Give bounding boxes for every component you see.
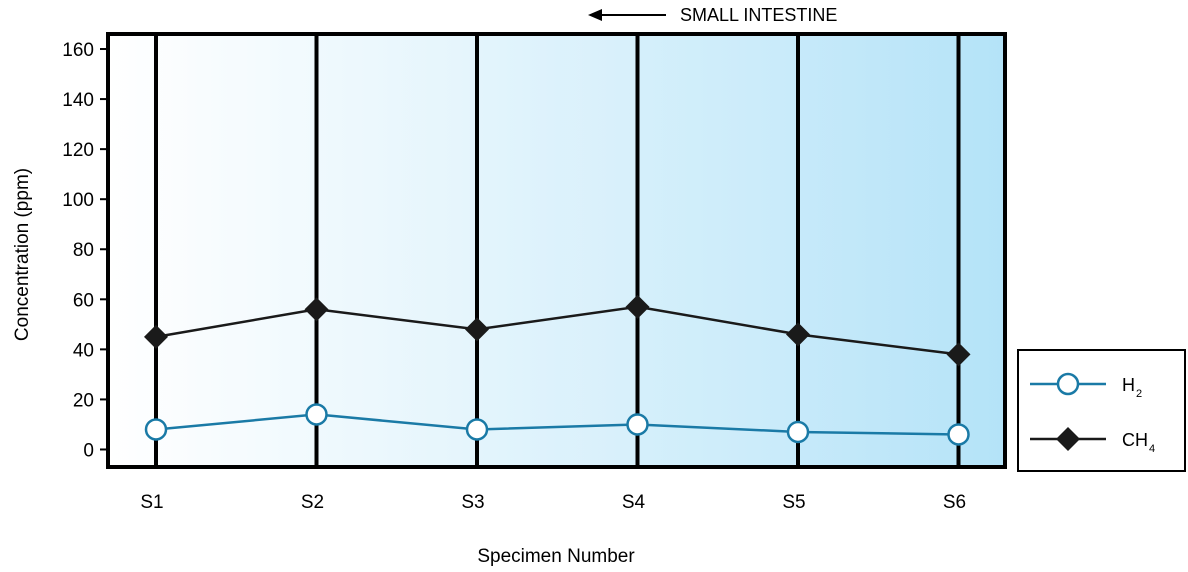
series-layer: [144, 294, 971, 446]
shading-band: [316, 34, 477, 467]
x-tick-label: S6: [943, 492, 966, 513]
data-point: [786, 322, 810, 347]
x-axis-ticks: S1 S2 S3 S4 S5 S6: [140, 492, 966, 513]
y-tick-label: 40: [73, 340, 94, 361]
x-tick-label: S4: [622, 492, 646, 513]
plot-background: [108, 34, 1005, 467]
data-point: [946, 342, 971, 367]
legend-item-h2: H2: [1030, 372, 1142, 400]
shading-band: [477, 34, 638, 467]
data-point: [465, 317, 489, 342]
series-line: [155, 305, 959, 356]
x-tick-label: S5: [782, 492, 805, 513]
y-axis-ticks: 0 20 40 60 80 100 120 140 160: [62, 40, 108, 461]
y-tick-label: 20: [73, 390, 94, 411]
annotation: SMALL INTESTINE: [588, 5, 837, 25]
y-tick-label: 120: [62, 140, 94, 161]
x-tick-label: S3: [461, 492, 484, 513]
legend-marker: [1056, 372, 1080, 396]
data-point: [786, 420, 810, 444]
legend-box: [1017, 349, 1186, 472]
shading-bands: [108, 34, 959, 467]
data-point: [144, 418, 168, 441]
y-tick-label: 0: [83, 440, 94, 461]
y-tick-label: 140: [62, 90, 94, 111]
shading-band: [798, 34, 959, 467]
data-point: [625, 294, 650, 319]
series-line: [155, 413, 959, 436]
y-tick-label: 160: [62, 40, 94, 61]
y-tick-label: 60: [73, 290, 94, 311]
x-axis-title: Specimen Number: [477, 546, 635, 567]
data-point: [305, 403, 328, 426]
data-point: [144, 324, 168, 349]
y-tick-label: 80: [73, 240, 94, 261]
shading-band: [108, 34, 317, 467]
x-tick-label: S2: [301, 492, 324, 513]
y-axis-title: Concentration (ppm): [12, 168, 33, 341]
data-point: [947, 423, 970, 446]
data-point: [626, 413, 649, 436]
shading-band: [637, 34, 798, 467]
data-point: [304, 297, 329, 322]
annotation-arrowhead: [588, 9, 602, 21]
plot-frame: [106, 32, 1007, 469]
data-point: [465, 418, 489, 441]
series-h2: [144, 403, 970, 446]
y-tick-label: 100: [62, 190, 94, 211]
series-ch4: [144, 294, 971, 367]
legend-marker: [1056, 427, 1080, 451]
vertical-grid: [154, 34, 961, 467]
x-tick-label: S1: [140, 492, 163, 513]
annotation-text: SMALL INTESTINE: [680, 5, 837, 25]
